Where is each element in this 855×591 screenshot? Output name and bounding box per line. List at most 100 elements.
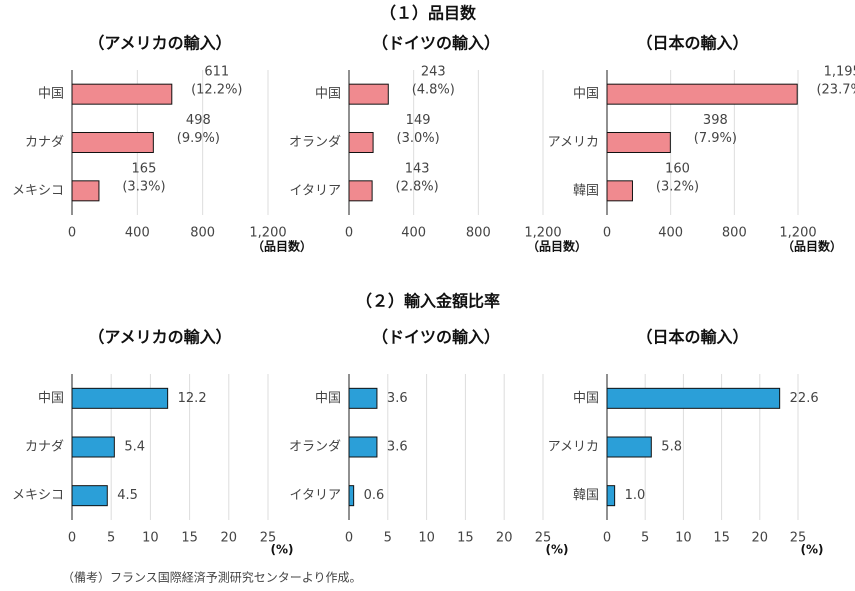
value-label: 243 [421,65,446,80]
value-label: 1,195 [824,65,855,80]
bar [348,485,355,507]
chart-title: （ドイツの輸入） [372,328,500,347]
y-tick-label: 中国 [573,87,599,102]
value-label: 160 [665,161,690,176]
section-title: （２）輸入金額比率 [356,292,500,311]
y-tick-label: オランダ [289,440,341,455]
y-tick-label: 韓国 [573,183,599,198]
x-tick-label: 10 [418,531,435,546]
bar [71,436,115,458]
value-label: 4.5 [117,488,138,503]
share-label: (3.0%) [397,131,440,146]
x-tick-label: 1,200 [779,226,816,241]
x-tick-label: 25 [260,531,277,546]
bar [71,387,169,409]
bar [606,180,633,202]
value-label: 1.0 [625,488,646,503]
x-tick-label: 0 [603,226,611,241]
value-label: 5.4 [124,440,145,455]
x-tick-label: 20 [752,531,769,546]
bar [606,83,798,105]
x-unit: （品目数） [782,239,842,254]
value-label: 22.6 [790,391,819,406]
x-unit: (%) [801,543,824,557]
x-tick-label: 1,200 [249,226,286,241]
y-tick-label: 中国 [315,391,341,406]
x-tick-label: 10 [675,531,692,546]
value-label: 3.6 [387,391,408,406]
value-label: 165 [132,161,157,176]
x-tick-label: 400 [125,226,150,241]
y-tick-label: 韓国 [573,488,599,503]
note: （備考）フランス国際経済予測研究センターより作成。 [62,570,362,585]
x-tick-label: 0 [68,226,76,241]
x-unit: (%) [271,543,294,557]
x-tick-label: 400 [401,226,426,241]
x-tick-label: 15 [457,531,474,546]
bar [71,132,154,153]
x-tick-label: 5 [107,531,115,546]
share-label: (12.2%) [191,83,242,98]
x-tick-label: 5 [641,531,649,546]
value-label: 143 [405,161,430,176]
x-tick-label: 1,200 [524,226,561,241]
x-tick-label: 0 [345,226,353,241]
y-tick-label: メキシコ [12,488,64,503]
y-tick-label: アメリカ [548,135,599,150]
x-tick-label: 400 [658,226,683,241]
share-label: (3.2%) [656,179,699,194]
y-tick-label: 中国 [315,87,341,102]
y-tick-label: 中国 [38,87,64,102]
share-label: (4.8%) [412,83,455,98]
x-tick-label: 25 [790,531,807,546]
x-tick-label: 800 [722,226,747,241]
x-tick-label: 15 [713,531,730,546]
chart-title: （日本の輸入） [636,34,748,53]
value-label: 398 [703,113,728,128]
x-tick-label: 5 [384,531,392,546]
value-label: 3.6 [387,440,408,455]
y-tick-label: イタリア [290,488,341,503]
bar [606,387,781,409]
value-label: 12.2 [178,391,207,406]
x-tick-label: 20 [221,531,238,546]
x-tick-label: 25 [535,531,552,546]
y-tick-label: カナダ [25,135,64,150]
share-label: (23.7%) [816,83,855,98]
x-tick-label: 10 [142,531,159,546]
y-tick-label: カナダ [25,440,64,455]
y-tick-label: オランダ [289,135,341,150]
value-label: 0.6 [364,488,385,503]
y-tick-label: 中国 [573,391,599,406]
share-label: (9.9%) [177,131,220,146]
bar [71,83,173,105]
x-tick-label: 800 [466,226,491,241]
share-label: (7.9%) [694,131,737,146]
x-tick-label: 20 [496,531,513,546]
bar [348,83,389,105]
x-tick-label: 0 [68,531,76,546]
y-tick-label: アメリカ [548,440,599,455]
bar [348,387,378,409]
bar [348,436,378,458]
x-unit: （品目数） [527,239,587,254]
chart-title: （ドイツの輸入） [372,34,500,53]
x-unit: (%) [546,543,569,557]
chart-title: （アメリカの輸入） [88,34,231,53]
x-tick-label: 0 [345,531,353,546]
x-tick-label: 15 [181,531,198,546]
value-label: 5.8 [661,440,682,455]
y-tick-label: イタリア [290,183,341,198]
bar [71,485,108,507]
share-label: (3.3%) [122,179,165,194]
x-tick-label: 0 [603,531,611,546]
chart-title: （日本の輸入） [636,328,748,347]
value-label: 611 [204,65,229,80]
x-tick-label: 800 [190,226,215,241]
section-title: （１）品目数 [380,4,477,23]
bar [71,180,100,202]
y-tick-label: メキシコ [12,183,64,198]
chart-title: （アメリカの輸入） [88,328,231,347]
bar [606,132,671,153]
